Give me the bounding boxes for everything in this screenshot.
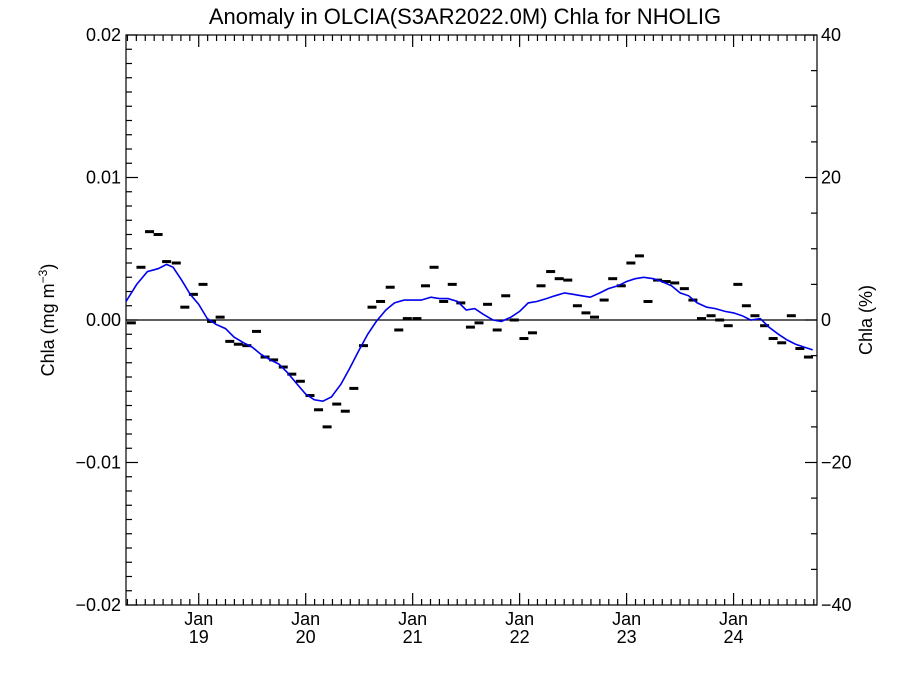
y-axis-right-title: Chla (%) (856, 285, 876, 355)
right-axis: 40 20 0 −20 −40 (805, 25, 852, 615)
x-tick-year: 24 (724, 627, 744, 647)
right-tick-label: 0 (821, 310, 831, 330)
y-axis-left-title: Chla (mg m−3) (36, 264, 58, 377)
x-tick-month: Jan (719, 609, 748, 629)
anomaly-markers (126, 230, 813, 429)
x-tick-year: 23 (617, 627, 637, 647)
x-tick-month: Jan (291, 609, 320, 629)
x-tick-month: Jan (612, 609, 641, 629)
left-tick-label: −0.01 (75, 453, 121, 473)
y-axis-left-title-close: ) (38, 264, 58, 270)
left-tick-label: 0.00 (86, 310, 121, 330)
smoothed-line (125, 263, 813, 403)
x-tick-month: Jan (398, 609, 427, 629)
left-tick-label: 0.02 (86, 25, 121, 45)
right-tick-label: −40 (821, 595, 852, 615)
x-tick-year: 19 (189, 627, 209, 647)
right-tick-label: 20 (821, 168, 841, 188)
right-tick-label: 40 (821, 25, 841, 45)
y-axis-left-title-sup: −3 (36, 269, 50, 283)
left-axis: 0.02 0.01 0.00 −0.01 −0.02 (75, 25, 138, 615)
right-tick-label: −20 (821, 453, 852, 473)
left-tick-label: 0.01 (86, 168, 121, 188)
left-tick-label: −0.02 (75, 595, 121, 615)
chart-title: Anomaly in OLCIA(S3AR2022.0M) Chla for N… (209, 4, 721, 29)
x-tick-year: 20 (296, 627, 316, 647)
x-tick-month: Jan (505, 609, 534, 629)
x-tick-month: Jan (184, 609, 213, 629)
x-tick-year: 22 (510, 627, 530, 647)
smoothed-series-line (125, 263, 813, 403)
y-axis-left-title-main: Chla (mg m (38, 283, 58, 376)
x-tick-year: 21 (403, 627, 423, 647)
